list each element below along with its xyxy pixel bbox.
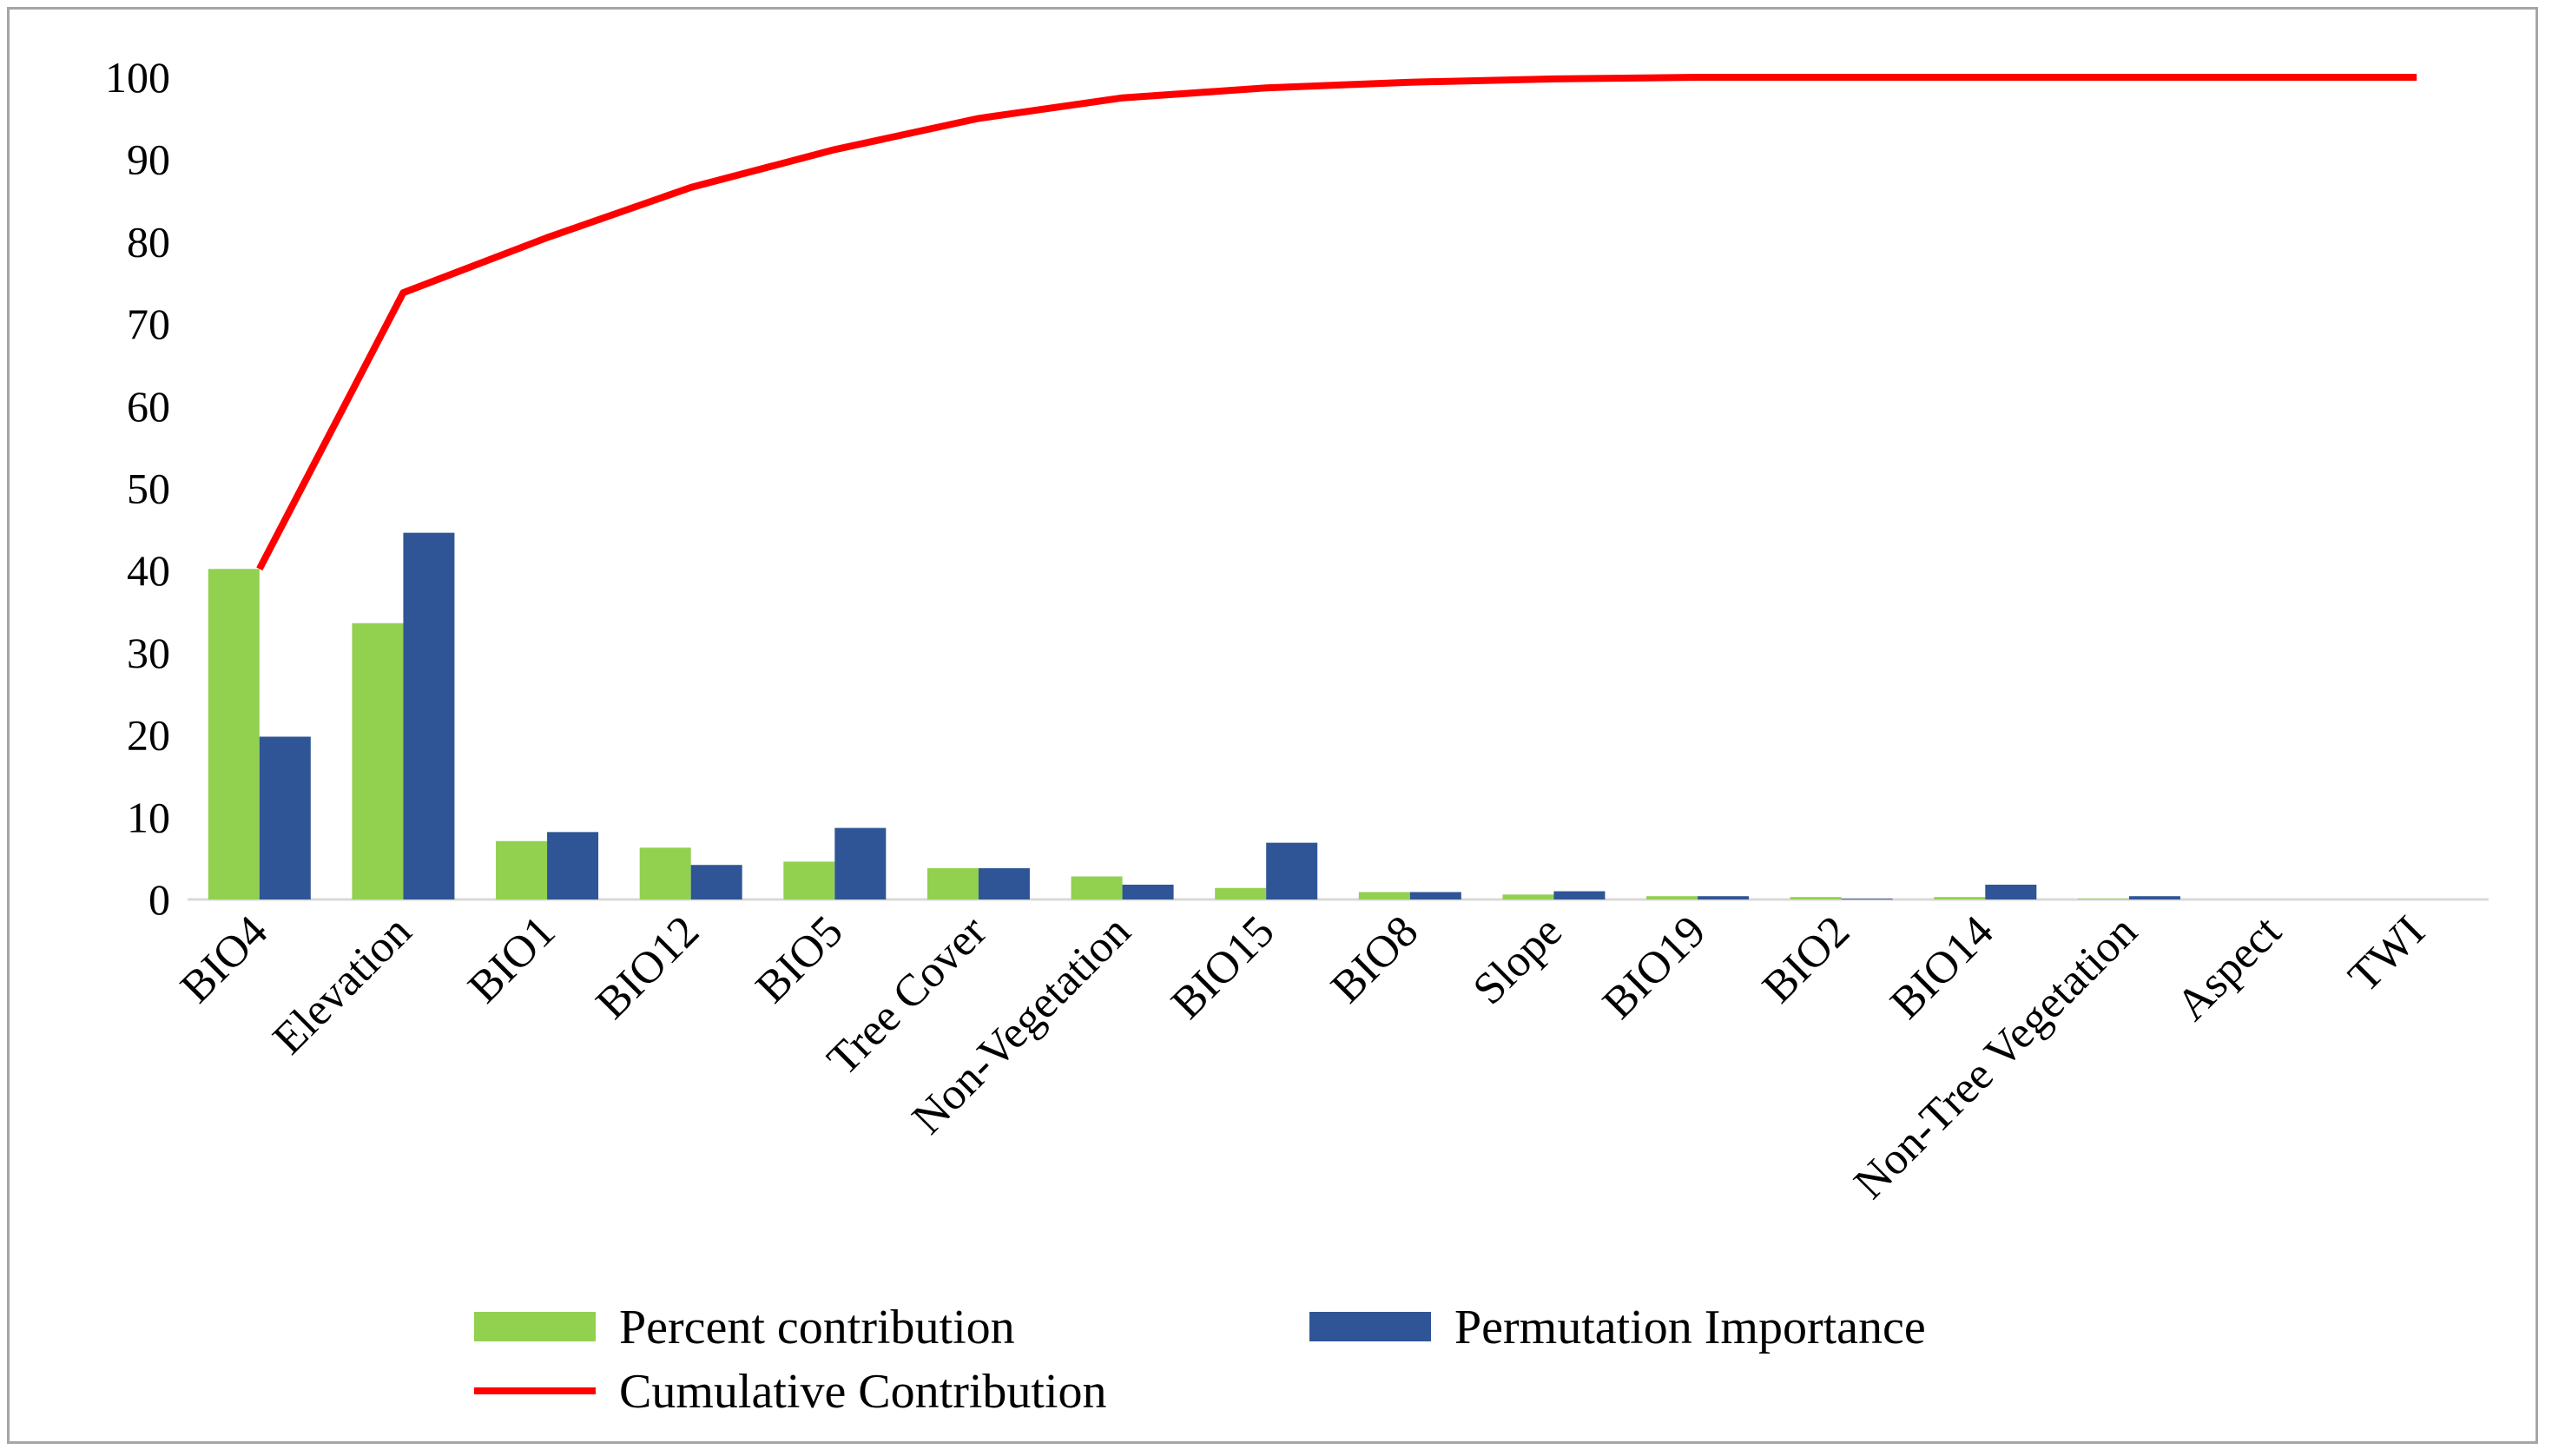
x-tick-label-twi: TWI	[2339, 906, 2435, 1002]
legend-swatch-percent-contribution	[474, 1312, 596, 1341]
bar-percent-contribution-tree-cover	[927, 868, 979, 899]
y-tick-label: 50	[127, 464, 170, 513]
y-axis-ticks: 0 10 20 30 40 50 60 70 80 90 100	[105, 53, 170, 924]
bar-permutation-importance-bio5	[834, 827, 887, 899]
x-tick-label-bio12: BIO12	[587, 906, 709, 1028]
y-tick-label: 100	[105, 53, 170, 102]
bar-permutation-importance-slope	[1553, 891, 1606, 899]
bar-permutation-importance-tree-cover	[978, 868, 1030, 899]
bar-percent-contribution-bio5	[783, 861, 835, 899]
x-tick-label-bio4: BIO4	[171, 906, 277, 1012]
bar-percent-contribution-bio1	[496, 840, 548, 899]
bar-percent-contribution-bio14	[1934, 897, 1986, 899]
y-tick-label: 90	[127, 135, 170, 184]
y-tick-label: 30	[127, 629, 170, 677]
cumulative-contribution-line	[256, 74, 2417, 571]
bar-permutation-importance-non-vegetation	[1122, 884, 1174, 899]
bar-percent-contribution-bio4	[208, 569, 260, 899]
bar-percent-contribution-bio2	[1790, 897, 1842, 899]
bar-percent-contribution-bio12	[639, 847, 691, 899]
y-tick-label: 20	[127, 711, 170, 760]
y-tick-label: 60	[127, 382, 170, 431]
y-tick-label: 40	[127, 546, 170, 595]
bar-permutation-importance-bio14	[1985, 884, 2037, 899]
x-tick-label-bio1: BIO1	[459, 906, 565, 1012]
legend-swatch-cumulative-contribution	[474, 1387, 596, 1394]
legend: Percent contribution Permutation Importa…	[474, 1301, 1926, 1419]
bar-permutation-importance-bio1	[547, 832, 599, 899]
x-tick-label-bio8: BIO8	[1322, 906, 1428, 1012]
x-tick-label-elevation: Elevation	[264, 906, 421, 1064]
x-tick-label-slope: Slope	[1464, 906, 1572, 1014]
x-tick-label-bio14: BIO14	[1881, 906, 2002, 1028]
y-tick-label: 10	[127, 793, 170, 841]
bar-permutation-importance-non-tree-vegetation	[2128, 896, 2180, 899]
bar-permutation-importance-bio8	[1409, 892, 1461, 899]
x-tick-label-bio2: BIO2	[1753, 906, 1859, 1012]
bar-percent-contribution-bio15	[1215, 887, 1267, 899]
bar-percent-contribution-bio19	[1646, 896, 1698, 899]
y-tick-label: 70	[127, 300, 170, 348]
bar-permutation-importance-bio12	[690, 865, 742, 899]
bar-percent-contribution-elevation	[352, 623, 404, 899]
bar-permutation-importance-bio4	[259, 736, 311, 899]
y-tick-label: 80	[127, 217, 170, 266]
bars	[208, 532, 2180, 899]
x-tick-label-bio15: BIO15	[1162, 906, 1283, 1028]
legend-label-permutation-importance: Permutation Importance	[1454, 1301, 1926, 1354]
bar-permutation-importance-elevation	[403, 532, 455, 899]
bar-percent-contribution-non-vegetation	[1071, 876, 1123, 899]
legend-swatch-permutation-importance	[1309, 1312, 1431, 1341]
x-tick-label-bio5: BIO5	[747, 906, 853, 1012]
bar-percent-contribution-bio8	[1358, 892, 1410, 899]
legend-label-percent-contribution: Percent contribution	[619, 1301, 1015, 1354]
y-tick-label: 0	[148, 875, 170, 924]
legend-label-cumulative-contribution: Cumulative Contribution	[619, 1365, 1107, 1419]
bar-percent-contribution-slope	[1502, 894, 1554, 899]
x-tick-label-aspect: Aspect	[2167, 906, 2292, 1031]
x-tick-label-non-tree-vegetation: Non-Tree Vegetation	[1845, 906, 2147, 1209]
chart-frame: 0 10 20 30 40 50 60 70 80 90 100 BIO4 Elevation BIO1…	[7, 7, 2538, 1444]
x-tick-label-bio19: BIO19	[1593, 906, 1715, 1028]
bar-permutation-importance-bio19	[1698, 896, 1750, 899]
bar-permutation-importance-bio15	[1266, 842, 1318, 899]
